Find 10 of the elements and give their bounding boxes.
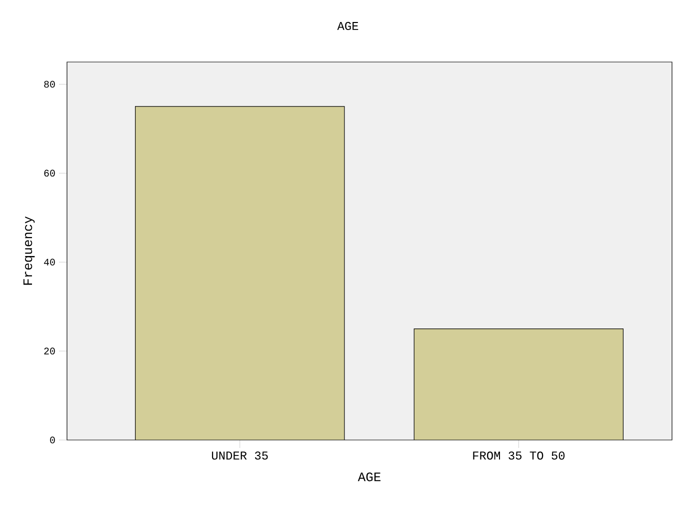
- chart-title: AGE: [337, 22, 358, 30]
- y-tick-label: 20: [44, 348, 55, 354]
- y-tick-label: 0: [50, 436, 55, 444]
- x-axis-title: AGE: [358, 472, 380, 482]
- y-tick-label: 40: [44, 258, 55, 266]
- x-tick-label: UNDER 35: [212, 452, 268, 460]
- y-axis-title: Frequency: [23, 216, 35, 285]
- y-tick-label: 80: [44, 80, 55, 88]
- y-tick-label: 60: [44, 170, 55, 177]
- x-tick-label: FROM 35 TO 50: [473, 452, 565, 460]
